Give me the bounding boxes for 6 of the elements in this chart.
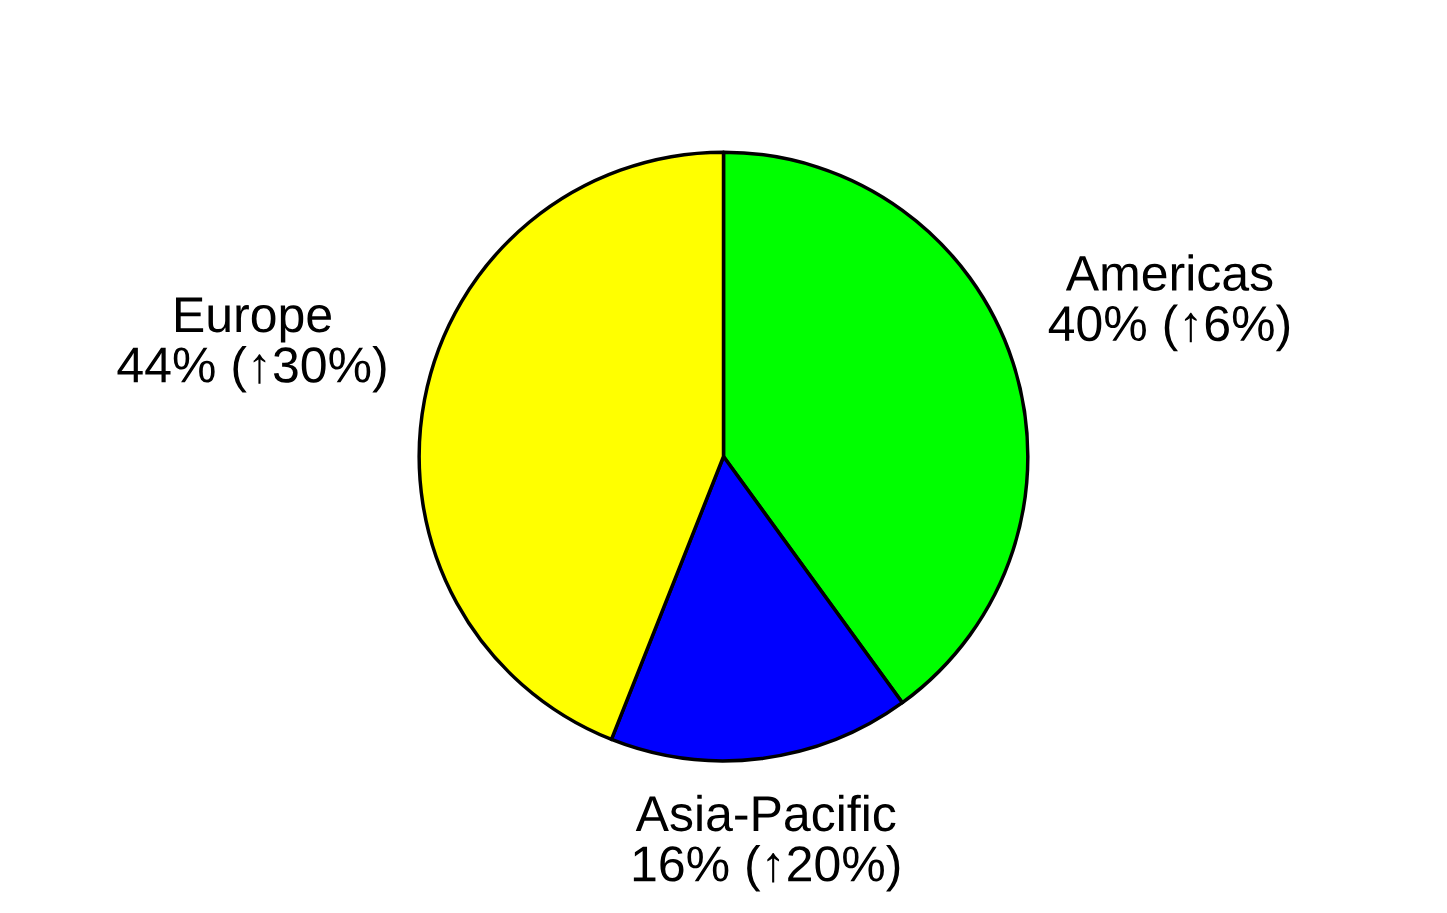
data-label: 40% (↑6%) <box>1048 304 1290 352</box>
data-label: 44% (↑30%) <box>117 346 386 393</box>
slice-label: Europe <box>176 297 331 343</box>
data-label: 16% (↑20%) <box>633 844 900 892</box>
slice-label: Americas <box>1065 254 1273 292</box>
slice-label: Asia-Pacific <box>635 794 896 832</box>
